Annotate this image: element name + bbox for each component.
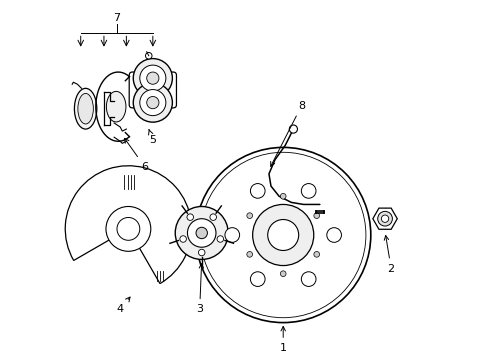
- Circle shape: [250, 184, 264, 198]
- Circle shape: [250, 272, 264, 287]
- Circle shape: [146, 72, 159, 84]
- Text: 2: 2: [384, 235, 394, 274]
- Text: 6: 6: [124, 138, 148, 172]
- Circle shape: [246, 252, 252, 257]
- Circle shape: [186, 214, 193, 220]
- Circle shape: [313, 213, 319, 219]
- Circle shape: [280, 193, 285, 199]
- Circle shape: [117, 217, 140, 240]
- Circle shape: [146, 96, 159, 109]
- Circle shape: [175, 207, 228, 260]
- Circle shape: [377, 211, 391, 226]
- Text: 3: 3: [196, 264, 203, 314]
- Circle shape: [252, 204, 313, 266]
- Text: 4: 4: [117, 297, 130, 314]
- Circle shape: [326, 228, 341, 242]
- Circle shape: [267, 220, 298, 251]
- Circle shape: [301, 272, 315, 287]
- Ellipse shape: [74, 88, 97, 129]
- Circle shape: [106, 207, 150, 251]
- Text: 1: 1: [279, 327, 286, 353]
- Circle shape: [280, 271, 285, 276]
- Circle shape: [140, 90, 165, 116]
- Text: 7: 7: [113, 13, 120, 23]
- Circle shape: [133, 83, 172, 122]
- Circle shape: [140, 65, 165, 91]
- Circle shape: [198, 249, 204, 256]
- Circle shape: [224, 228, 239, 242]
- Ellipse shape: [78, 94, 93, 124]
- Circle shape: [301, 184, 315, 198]
- Wedge shape: [65, 166, 191, 284]
- Circle shape: [381, 215, 388, 222]
- Text: 8: 8: [270, 101, 305, 166]
- Circle shape: [313, 252, 319, 257]
- Circle shape: [217, 236, 223, 242]
- Circle shape: [187, 219, 216, 247]
- Ellipse shape: [106, 91, 126, 122]
- Circle shape: [289, 125, 297, 133]
- Circle shape: [145, 53, 152, 59]
- Circle shape: [196, 227, 207, 239]
- Circle shape: [209, 214, 216, 220]
- Circle shape: [133, 59, 172, 98]
- Circle shape: [246, 213, 252, 219]
- FancyBboxPatch shape: [129, 72, 176, 108]
- Text: 5: 5: [148, 130, 156, 145]
- Circle shape: [180, 236, 186, 242]
- Circle shape: [195, 147, 370, 323]
